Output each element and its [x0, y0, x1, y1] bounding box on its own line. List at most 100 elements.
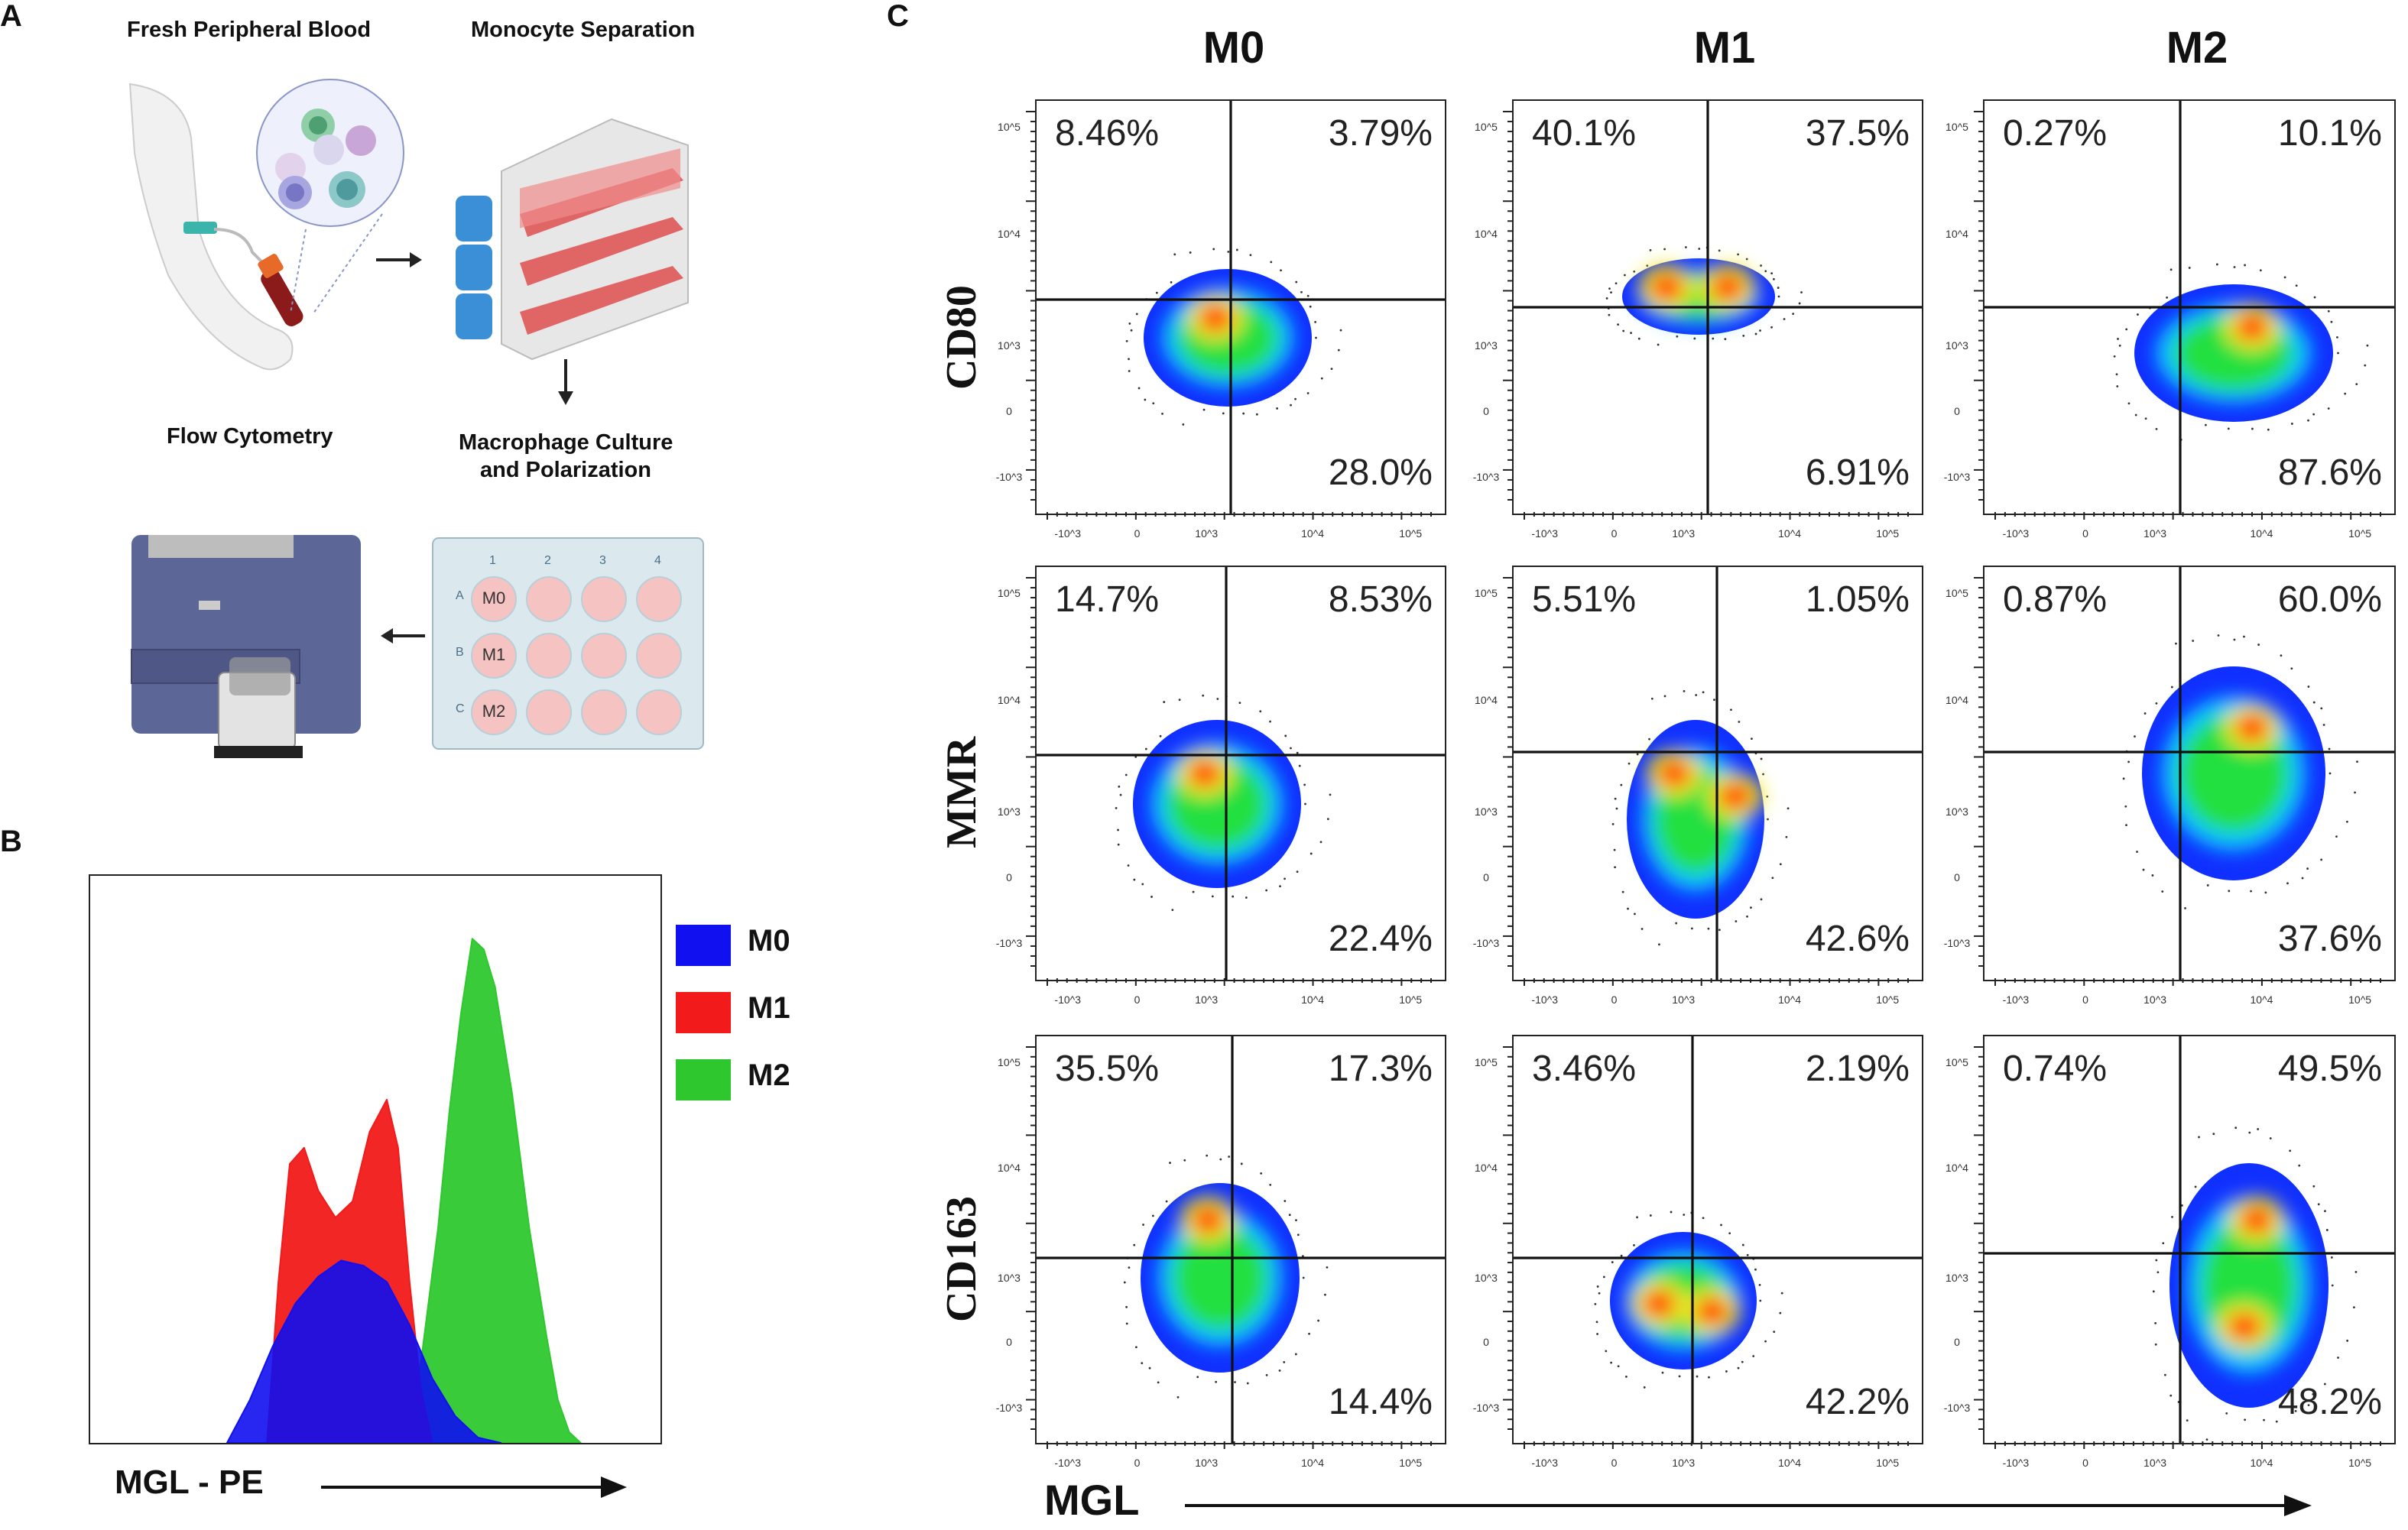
event-dot — [1746, 915, 1748, 918]
event-dot — [2356, 760, 2358, 763]
event-dot — [2194, 1185, 2197, 1188]
plate-well-m0: M0 — [471, 576, 517, 622]
event-dot — [1785, 835, 1788, 838]
plate-well-m2: M2 — [471, 689, 517, 735]
y-tick-label: 10^4 — [1475, 1163, 1498, 1175]
quadrant-lower-right-percent: 14.4% — [1328, 1382, 1433, 1423]
y-tick-label: 10^3 — [1475, 1273, 1498, 1285]
event-dot — [1173, 253, 1176, 256]
y-tick-label: 10^4 — [1475, 696, 1498, 708]
legend-swatch-m2 — [676, 1059, 731, 1100]
quadrant-upper-left-percent: 40.1% — [1532, 113, 1637, 154]
event-dot — [1762, 773, 1764, 776]
event-dot — [2171, 1215, 2173, 1218]
event-dot — [1212, 248, 1215, 251]
density-red — [2228, 1313, 2261, 1340]
legend-label-m1: M1 — [748, 992, 790, 1026]
event-dot — [1232, 895, 1235, 898]
event-dot — [1150, 896, 1153, 898]
event-dot — [2330, 320, 2333, 323]
event-dot — [1265, 889, 1268, 892]
event-dot — [2244, 1418, 2247, 1421]
event-dot — [2155, 1259, 2158, 1262]
dot-plot-cd163-m2: 0.74% 49.5% 48.2% — [1983, 1035, 2396, 1444]
event-dot — [1637, 337, 1640, 340]
density-red — [1718, 783, 1752, 810]
event-dot — [1182, 423, 1185, 426]
x-tick-label: 10^5 — [1399, 530, 1423, 540]
event-dot — [1702, 1217, 1705, 1220]
event-dot — [1658, 943, 1660, 946]
event-dot — [1614, 797, 1617, 800]
event-dot — [1176, 1395, 1180, 1399]
event-dot — [1602, 1276, 1605, 1279]
event-dot — [2325, 1229, 2328, 1231]
row-title-mmr: MMR — [939, 736, 986, 848]
event-dot — [1608, 313, 1611, 316]
event-dot — [1246, 1382, 1249, 1385]
x-tick-label: 10^5 — [2348, 1459, 2372, 1470]
event-dot — [1202, 408, 1206, 411]
event-dot — [1280, 269, 1282, 272]
event-dot — [1737, 253, 1740, 256]
x-tick-label: 10^5 — [1876, 1459, 1900, 1470]
event-dot — [1227, 251, 1230, 253]
x-tick-label: -10^3 — [1531, 530, 1559, 540]
y-tick-label: -10^3 — [995, 1403, 1023, 1415]
event-dot — [1152, 402, 1155, 405]
dot-plot-mmr-m2: 0.87% 60.0% 37.6% — [1983, 566, 2396, 981]
y-tick-label: 10^4 — [998, 1163, 1021, 1175]
arrow-down-icon — [558, 359, 573, 405]
event-dot — [1215, 1380, 1218, 1383]
y-axis-ticks — [1026, 1046, 1035, 1430]
dot-plot-cd163-m1: 3.46% 2.19% 42.2% — [1512, 1035, 1923, 1444]
event-dot — [2312, 701, 2316, 704]
event-dot — [2264, 891, 2267, 894]
event-dot — [2290, 423, 2293, 425]
event-dot — [1650, 697, 1653, 700]
event-dot — [1620, 783, 1623, 786]
arrow-right-icon — [376, 252, 422, 267]
event-dot — [1169, 1162, 1171, 1164]
event-dot — [1614, 866, 1617, 869]
event-dot — [1309, 305, 1312, 308]
event-dot — [1123, 1281, 1126, 1284]
plate-well — [636, 576, 682, 622]
legend-label-m2: M2 — [748, 1059, 790, 1093]
event-dot — [2180, 1204, 2183, 1207]
event-dot — [1141, 883, 1144, 886]
density-red — [1199, 304, 1232, 332]
event-dot — [2327, 310, 2330, 313]
plate-well — [526, 689, 572, 735]
blood-cells-icon — [256, 79, 404, 314]
event-dot — [2122, 777, 2125, 780]
event-dot — [1222, 412, 1225, 415]
event-dot — [2364, 364, 2367, 367]
event-dot — [2136, 851, 2138, 853]
event-dot — [1178, 699, 1181, 702]
event-dot — [2331, 1284, 2334, 1287]
event-dot — [2345, 820, 2348, 823]
x-tick-label: 0 — [1611, 530, 1618, 540]
density-plot — [1037, 101, 1445, 514]
event-dot — [1624, 274, 1626, 277]
plate-column-label: 3 — [599, 553, 606, 567]
density-red — [2235, 714, 2269, 741]
event-dot — [1787, 807, 1790, 810]
panel-c-label: C — [887, 0, 909, 34]
y-tick-label: 10^5 — [1475, 588, 1498, 600]
y-tick-label: 10^5 — [1946, 122, 1968, 134]
x-tick-label: 10^5 — [2348, 530, 2372, 540]
event-dot — [1238, 702, 1241, 705]
event-dot — [1211, 895, 1214, 898]
dot-plot-cd163-m0: 35.5% 17.3% 14.4% — [1035, 1035, 1446, 1444]
y-tick-label: 10^3 — [1475, 342, 1498, 352]
y-tick-label: 10^4 — [998, 696, 1021, 708]
workflow-illustration — [128, 79, 704, 758]
event-dot — [1741, 1243, 1744, 1246]
event-dot — [1295, 1219, 1297, 1221]
event-dot — [2217, 634, 2220, 637]
column-title-m2: M2 — [2166, 24, 2228, 73]
event-dot — [2155, 427, 2158, 430]
event-dot — [1771, 877, 1774, 880]
